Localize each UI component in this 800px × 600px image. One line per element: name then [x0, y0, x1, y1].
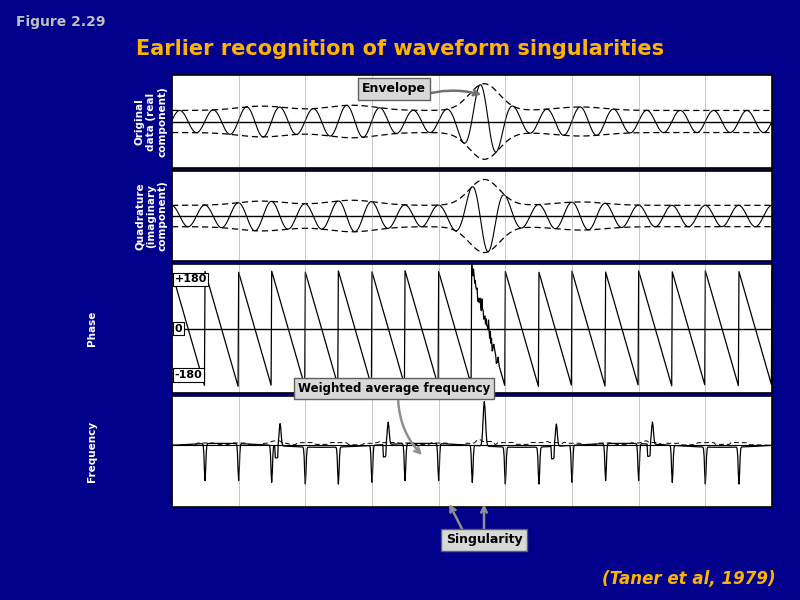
Text: Weighted average frequency: Weighted average frequency: [298, 382, 490, 395]
Text: Original
data (real
component): Original data (real component): [134, 86, 168, 157]
Text: +180: +180: [174, 274, 206, 284]
Text: -180: -180: [174, 370, 202, 380]
Text: Phase: Phase: [87, 311, 97, 346]
Text: (Taner et al, 1979): (Taner et al, 1979): [602, 570, 776, 588]
Text: Singularity: Singularity: [446, 533, 522, 547]
Text: Figure 2.29: Figure 2.29: [16, 15, 106, 29]
Text: Envelope: Envelope: [362, 82, 426, 95]
Text: Earlier recognition of waveform singularities: Earlier recognition of waveform singular…: [136, 39, 664, 59]
Text: Quadrature
(imaginary
component): Quadrature (imaginary component): [134, 181, 168, 251]
Text: Frequency: Frequency: [87, 421, 97, 482]
Text: 0: 0: [174, 323, 182, 334]
